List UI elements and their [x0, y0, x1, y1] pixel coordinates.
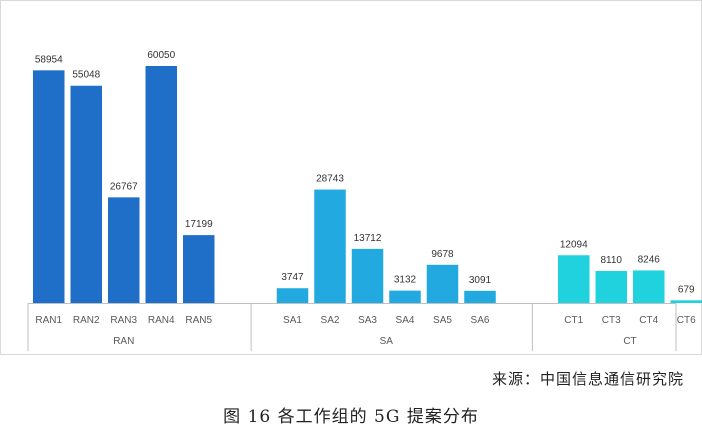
tick-label-ran2: RAN2: [73, 315, 100, 326]
bar-sa6: [464, 290, 496, 303]
group-label-sa: SA: [380, 336, 394, 347]
tick-label-ran3: RAN3: [110, 315, 137, 326]
data-label-ran2: 55048: [72, 70, 100, 81]
data-label-sa2: 28743: [316, 174, 344, 185]
source-note: 来源：中国信息通信研究院: [491, 370, 684, 388]
tick-label-ran5: RAN5: [185, 315, 212, 326]
tick-label-sa5: SA5: [433, 315, 452, 326]
tick-label-ct3: CT3: [602, 315, 621, 326]
data-label-ran3: 26767: [110, 181, 138, 192]
bar-sa2: [314, 189, 346, 303]
tick-label-sa2: SA2: [321, 315, 340, 326]
data-label-ran5: 17199: [185, 219, 213, 230]
bar-chart: 58954 RAN1 55048 RAN2 26767 RAN3 60050 RAN4 1719…: [27, 50, 702, 351]
bar-ct1: [558, 255, 590, 303]
tick-label-sa4: SA4: [396, 315, 415, 326]
bar-ran4: [145, 66, 177, 303]
data-label-sa4: 3132: [394, 275, 417, 286]
tick-label-ran1: RAN1: [35, 315, 62, 326]
group-label-ran: RAN: [113, 336, 134, 347]
data-label-sa3: 13712: [354, 233, 382, 244]
bar-ct4: [633, 270, 665, 303]
data-label-ct1: 12094: [560, 239, 588, 250]
tick-label-sa3: SA3: [358, 315, 377, 326]
bar-ran3: [108, 197, 140, 303]
tick-label-sa1: SA1: [283, 315, 302, 326]
bar-sa4: [389, 290, 421, 303]
tick-label-ct6: CT6: [677, 315, 696, 326]
data-label-ct6: 679: [678, 284, 695, 295]
bar-ct3: [595, 270, 627, 303]
data-label-ct3: 8110: [600, 255, 622, 266]
bar-ran2: [70, 85, 102, 303]
bar-ct6: [670, 300, 702, 303]
tick-label-ran4: RAN4: [148, 315, 175, 326]
data-label-sa1: 3747: [281, 272, 304, 283]
tick-label-ct1: CT1: [564, 315, 583, 326]
tick-label-ct4: CT4: [639, 315, 658, 326]
bar-ran1: [33, 70, 65, 303]
data-label-sa6: 3091: [469, 275, 492, 286]
bar-sa3: [351, 248, 384, 303]
bar-sa1: [276, 288, 309, 303]
data-label-ct4: 8246: [638, 254, 661, 265]
group-label-ct: CT: [623, 336, 636, 347]
bar-sa5: [426, 264, 459, 303]
tick-label-sa6: SA6: [471, 315, 490, 326]
data-label-ran1: 58954: [35, 54, 63, 65]
figure-caption: 图 16 各工作组的 5G 提案分布: [223, 407, 479, 427]
chart-panel: 58954 RAN1 55048 RAN2 26767 RAN3 60050 RAN4 1719…: [0, 0, 702, 355]
data-label-ran4: 60050: [147, 50, 175, 61]
data-label-sa5: 9678: [431, 249, 454, 260]
bar-ran5: [183, 235, 215, 303]
